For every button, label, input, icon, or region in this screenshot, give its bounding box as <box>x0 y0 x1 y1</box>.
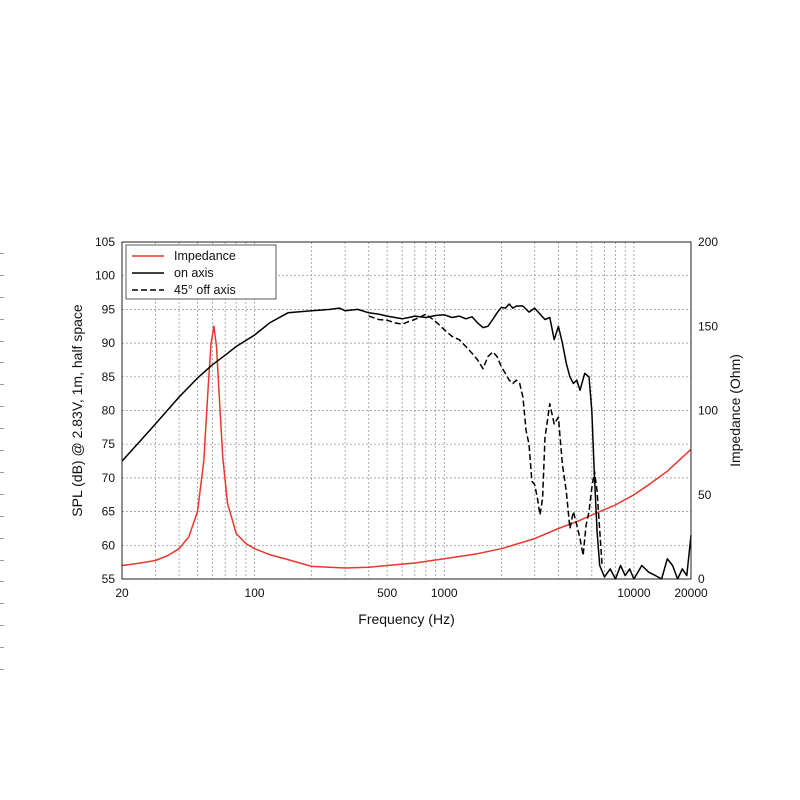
y-tick-label: 60 <box>102 538 116 552</box>
edge-tick-mark <box>0 341 4 342</box>
edge-tick-mark <box>0 450 4 451</box>
y2-axis-label: Impedance (Ohm) <box>727 354 743 467</box>
edge-tick-mark <box>0 625 4 626</box>
y-tick-label: 65 <box>102 505 116 519</box>
y-tick-label: 105 <box>95 235 115 249</box>
y-axis-label: SPL (dB) @ 2.83V, 1m, half space <box>69 304 85 517</box>
x-tick-label: 1000 <box>431 586 458 600</box>
x-tick-label: 100 <box>245 586 265 600</box>
x-tick-label: 10000 <box>617 586 651 600</box>
plot-frame <box>121 241 692 580</box>
edge-tick-mark <box>0 538 4 539</box>
y-tick-label: 90 <box>102 336 116 350</box>
y-tick-label: 100 <box>95 269 115 283</box>
y-tick-label: 95 <box>102 302 116 316</box>
edge-tick-mark <box>0 581 4 582</box>
edge-tick-mark <box>0 362 4 363</box>
y2-tick-label: 50 <box>698 488 712 502</box>
edge-tick-mark <box>0 494 4 495</box>
legend-label: Impedance <box>174 249 236 263</box>
y-tick-label: 70 <box>102 471 116 485</box>
legend: Impedance on axis 45° off axis <box>125 244 277 300</box>
x-tick-label: 500 <box>377 586 397 600</box>
y2-tick-label: 150 <box>698 319 718 333</box>
legend-label: 45° off axis <box>174 283 236 297</box>
x-tick-label: 20 <box>115 586 129 600</box>
edge-tick-mark <box>0 384 4 385</box>
edge-tick-mark <box>0 428 4 429</box>
series-line-1 <box>121 303 692 580</box>
edge-tick-mark <box>0 647 4 648</box>
series-line-2 <box>368 313 603 566</box>
y-tick-label: 75 <box>102 437 116 451</box>
edge-tick-mark <box>0 319 4 320</box>
edge-tick-mark <box>0 516 4 517</box>
y2-tick-label: 200 <box>698 235 718 249</box>
edge-tick-mark <box>0 253 4 254</box>
edge-tick-mark <box>0 297 4 298</box>
y2-tick-label: 0 <box>698 572 705 586</box>
edge-tick-mark <box>0 275 4 276</box>
legend-label: on axis <box>174 266 214 280</box>
tick-labels: 20 100 500 1000 10000 20000556065707580859095… <box>95 235 718 600</box>
y2-tick-label: 100 <box>698 404 718 418</box>
y-tick-label: 80 <box>102 404 116 418</box>
edge-tick-mark <box>0 603 4 604</box>
series-group <box>121 303 692 580</box>
x-axis-label: Frequency (Hz) <box>358 611 454 627</box>
y-tick-label: 55 <box>102 572 116 586</box>
y-tick-label: 85 <box>102 370 116 384</box>
edge-tick-mark <box>0 472 4 473</box>
edge-tick-mark <box>0 406 4 407</box>
series-line-0 <box>121 325 692 569</box>
edge-tick-mark <box>0 560 4 561</box>
edge-tick-mark <box>0 669 4 670</box>
x-tick-label: 20000 <box>674 586 708 600</box>
